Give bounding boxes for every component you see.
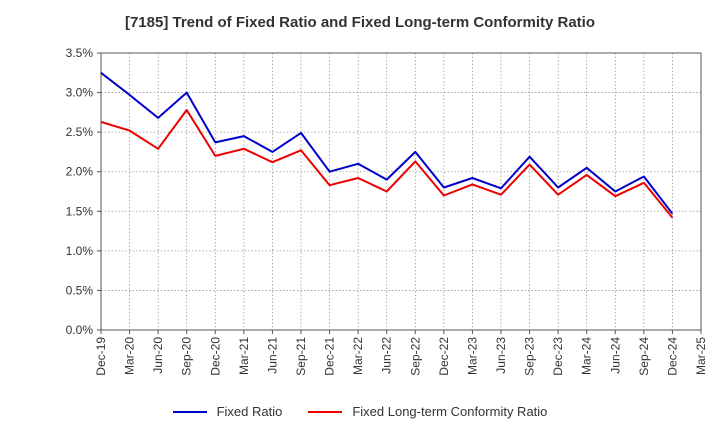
x-tick-label: Jun-24 bbox=[608, 337, 622, 374]
x-tick-label: Dec-19 bbox=[94, 337, 108, 376]
chart-title: [7185] Trend of Fixed Ratio and Fixed Lo… bbox=[124, 14, 596, 31]
y-tick-label: 1.0% bbox=[66, 244, 94, 258]
x-tick-label: Dec-22 bbox=[437, 337, 451, 376]
y-tick-label: 1.5% bbox=[66, 204, 94, 218]
x-tick-label: Mar-22 bbox=[351, 337, 365, 375]
x-tick-label: Sep-20 bbox=[180, 337, 194, 376]
x-tick-label: Sep-21 bbox=[294, 337, 308, 376]
legend-item-conformity-ratio: Fixed Long-term Conformity Ratio bbox=[308, 404, 547, 419]
y-axis-ticks: 0.0% 0.5% 1.0% 1.5% 2.0% 2.5% 3.0% 3.5% bbox=[66, 46, 101, 337]
x-tick-label: Dec-21 bbox=[323, 337, 337, 376]
x-tick-label: Jun-20 bbox=[151, 337, 165, 374]
plot-frame bbox=[100, 52, 702, 331]
x-tick-label: Sep-23 bbox=[523, 337, 537, 376]
legend-swatch-conformity-ratio bbox=[308, 410, 343, 413]
x-tick-label: Dec-24 bbox=[665, 337, 679, 376]
x-tick-label: Mar-25 bbox=[694, 337, 708, 375]
y-tick-label: 0.0% bbox=[66, 323, 94, 337]
series-lines bbox=[100, 72, 674, 219]
x-tick-label: Mar-21 bbox=[237, 337, 251, 375]
x-tick-label: Mar-24 bbox=[580, 337, 594, 375]
series-line-conformity-ratio bbox=[100, 109, 674, 219]
y-tick-label: 0.5% bbox=[66, 283, 94, 297]
legend-swatch-fixed-ratio bbox=[172, 410, 207, 413]
grid-lines bbox=[101, 53, 701, 330]
series-line-fixed-ratio bbox=[100, 72, 674, 215]
y-tick-label: 2.5% bbox=[66, 125, 94, 139]
y-tick-label: 2.0% bbox=[66, 165, 94, 179]
legend: Fixed Ratio Fixed Long-term Conformity R… bbox=[0, 404, 720, 419]
x-tick-label: Dec-20 bbox=[208, 337, 222, 376]
x-tick-label: Sep-22 bbox=[408, 337, 422, 376]
y-tick-label: 3.5% bbox=[66, 46, 94, 60]
legend-label-fixed-ratio: Fixed Ratio bbox=[216, 404, 283, 419]
x-axis-ticks: Dec-19 Mar-20 Jun-20 Sep-20 Dec-20 Mar-21 Jun-… bbox=[94, 330, 708, 376]
x-tick-label: Dec-23 bbox=[551, 337, 565, 376]
x-tick-label: Mar-20 bbox=[123, 337, 137, 375]
x-tick-label: Sep-24 bbox=[637, 337, 651, 376]
y-tick-label: 3.0% bbox=[66, 86, 94, 100]
x-tick-label: Mar-23 bbox=[465, 337, 479, 375]
legend-label-conformity-ratio: Fixed Long-term Conformity Ratio bbox=[352, 404, 548, 419]
x-tick-label: Jun-22 bbox=[380, 337, 394, 374]
x-tick-label: Jun-21 bbox=[265, 337, 279, 374]
legend-item-fixed-ratio: Fixed Ratio bbox=[172, 404, 283, 419]
x-tick-label: Jun-23 bbox=[494, 337, 508, 374]
